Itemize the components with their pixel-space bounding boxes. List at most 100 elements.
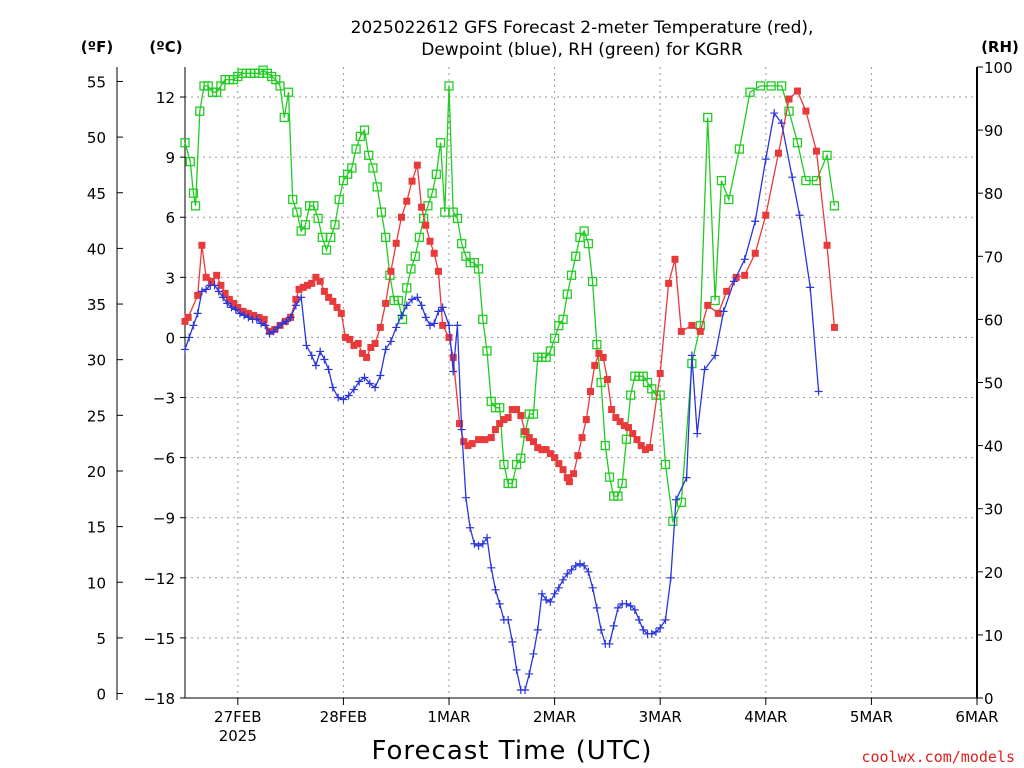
celsius-tick-label: −12 <box>143 570 175 588</box>
dewpoint-point <box>302 341 311 350</box>
dewpoint-point <box>584 567 593 576</box>
temperature-point <box>774 149 782 157</box>
celsius-unit-label: (ºC) <box>149 38 182 56</box>
x-tick-label: 3MAR <box>639 708 682 726</box>
dewpoint-point <box>605 639 614 648</box>
rh-point <box>549 333 560 343</box>
dewpoint-point <box>376 371 385 380</box>
x-tick-label: 6MAR <box>955 708 998 726</box>
temperature-point <box>449 353 457 361</box>
dewpoint-point <box>392 323 401 332</box>
dewpoint-point <box>425 321 434 330</box>
temperature-point <box>563 474 571 482</box>
dewpoint-point <box>430 319 439 328</box>
rh-tick-label: 20 <box>984 564 1003 582</box>
temperature-point <box>244 309 252 317</box>
dewpoint-point <box>795 211 804 220</box>
dewpoint-point <box>559 575 568 584</box>
temperature-point <box>403 197 411 205</box>
dewpoint-point <box>550 589 559 598</box>
dewpoint-point <box>740 255 749 264</box>
celsius-tick-label: 6 <box>165 209 175 227</box>
temperature-point <box>358 349 366 357</box>
dewpoint-point <box>495 599 504 608</box>
fahrenheit-tick-label: 20 <box>87 463 106 481</box>
dewpoint-point <box>297 293 306 302</box>
rh-point <box>621 434 632 444</box>
temperature-point <box>250 311 258 319</box>
temperature-point <box>538 446 546 454</box>
rh-point <box>811 175 822 186</box>
temperature-point <box>468 440 476 448</box>
rh-point <box>495 403 505 413</box>
temperature-point <box>387 267 395 275</box>
dewpoint-point <box>252 315 261 324</box>
dewpoint-point <box>661 615 670 624</box>
rh-tick-label: 60 <box>984 311 1003 329</box>
rh-point <box>376 207 387 217</box>
x-tick-label: 28FEB <box>320 708 367 726</box>
temperature-point <box>665 279 673 287</box>
x-tick-label: 1MAR <box>427 708 470 726</box>
dewpoint-point <box>449 367 458 376</box>
temperature-point <box>793 87 801 95</box>
rh-point <box>613 491 623 501</box>
temperature-point <box>723 287 731 295</box>
temperature-point <box>555 460 563 468</box>
rh-point <box>444 81 454 91</box>
rh-point <box>822 150 832 160</box>
temperature-point <box>688 321 696 329</box>
rh-tick-label: 90 <box>984 122 1003 140</box>
x-tick-label: 27FEB <box>214 708 261 726</box>
fahrenheit-tick-label: 35 <box>87 296 106 314</box>
dewpoint-point <box>328 383 337 392</box>
dewpoint-point <box>227 303 236 312</box>
rh-point <box>604 472 615 482</box>
rh-point <box>372 182 382 192</box>
dewpoint-point <box>761 155 770 164</box>
rh-point <box>724 194 734 205</box>
dewpoint-point <box>529 649 538 658</box>
rh-point <box>710 295 720 306</box>
rh-series <box>180 65 840 526</box>
source-credit: coolwx.com/models <box>861 748 1015 766</box>
dewpoint-point <box>339 395 348 404</box>
dewpoint-point <box>453 321 462 330</box>
dewpoint-point <box>647 629 656 638</box>
temperature-point <box>646 444 654 452</box>
temperature-point <box>559 466 567 474</box>
dewpoint-point <box>307 351 316 360</box>
rh-point <box>571 251 581 261</box>
temperature-point <box>376 323 384 331</box>
temperature-point <box>445 333 453 341</box>
chart-title-line-1: 2025022612 GFS Forecast 2-meter Temperat… <box>351 18 814 38</box>
dewpoint-point <box>402 301 411 310</box>
rh-point <box>583 239 594 249</box>
rh-tick-label: 70 <box>984 248 1003 266</box>
dewpoint-point <box>371 383 380 392</box>
x-tick-label: 2MAR <box>533 708 576 726</box>
temperature-point <box>487 434 495 442</box>
rh-point <box>668 516 678 526</box>
rh-point <box>414 232 425 243</box>
x-axis-title: Forecast Time (UTC) <box>371 736 652 766</box>
dewpoint-point <box>355 377 364 386</box>
rh-point <box>380 232 391 243</box>
temperature-point <box>325 293 333 301</box>
celsius-tick-label: −6 <box>153 450 175 468</box>
rh-point <box>359 125 370 135</box>
temperature-point <box>346 335 354 343</box>
temperature-point <box>342 333 350 341</box>
dewpoint-point <box>466 523 475 532</box>
dewpoint-point <box>291 301 300 310</box>
dewpoint-point <box>434 307 443 316</box>
rh-tick-label: 10 <box>984 627 1003 645</box>
fahrenheit-unit-label: (ºF) <box>81 38 113 56</box>
temperature-point <box>704 301 712 309</box>
dewpoint-point <box>622 599 631 608</box>
dewpoint-point <box>639 625 648 634</box>
temperature-point <box>574 452 582 460</box>
fahrenheit-tick-label: 15 <box>87 519 106 537</box>
dewpoint-point <box>261 321 270 330</box>
dewpoint-point <box>413 293 422 302</box>
